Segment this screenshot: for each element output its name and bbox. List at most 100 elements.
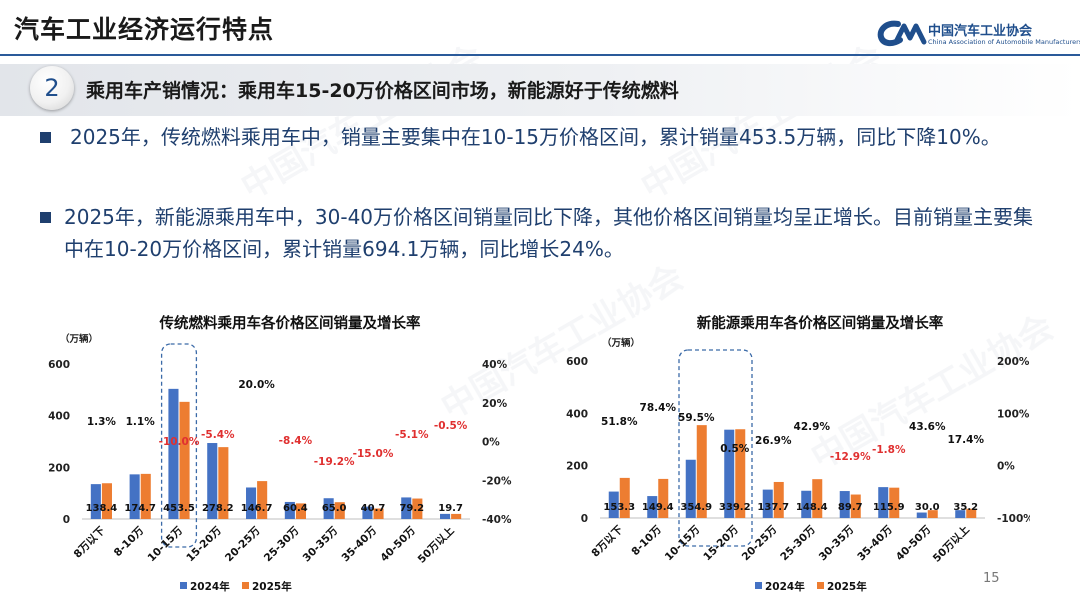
bar-2025 <box>412 498 423 519</box>
value-label: 35.2 <box>953 502 978 513</box>
category-label: 30-35万 <box>817 523 857 563</box>
growth-rate-label: 51.8% <box>601 416 638 428</box>
bar-2024 <box>608 491 619 518</box>
y2-tick-label: 0% <box>997 461 1015 473</box>
bar-2024 <box>878 487 889 518</box>
category-label: 20-25万 <box>740 523 780 563</box>
y-tick-label: 400 <box>566 408 588 420</box>
y-tick-label: 600 <box>566 356 588 368</box>
bar-2024 <box>362 506 373 519</box>
bar-2024 <box>129 474 140 519</box>
bullet-text: 2025年，传统燃料乘用车中，销量主要集中在10-15万价格区间，累计销量453… <box>70 125 1001 149</box>
y2-tick-label: 20% <box>482 398 508 410</box>
caam-logo-icon <box>877 20 927 47</box>
growth-rate-label: 78.4% <box>640 402 677 414</box>
bar-2024 <box>724 429 735 518</box>
value-label: 137.7 <box>757 502 789 513</box>
bar-2024 <box>284 501 295 519</box>
legend-swatch-2025 <box>242 582 249 589</box>
page-number: 15 <box>983 571 1000 586</box>
growth-rate-label: -1.8% <box>872 444 906 456</box>
category-label: 10-15万 <box>145 524 185 564</box>
category-label: 15-20万 <box>701 523 741 563</box>
bar-2025 <box>218 447 229 519</box>
section-banner <box>0 64 1080 116</box>
bar-2025 <box>334 502 345 519</box>
value-label: 19.7 <box>438 503 463 514</box>
bar-2025 <box>773 481 784 518</box>
growth-rate-label: -10.0% <box>159 436 200 448</box>
category-label: 8-10万 <box>112 524 147 559</box>
bar-2024 <box>246 487 257 519</box>
highlight-box <box>678 349 753 547</box>
growth-rate-label: 1.1% <box>126 416 156 428</box>
value-label: 115.9 <box>873 502 905 513</box>
category-label: 40-50万 <box>894 523 934 563</box>
legend-swatch-2024 <box>755 582 762 589</box>
legend-label-2025: 2025年 <box>827 580 867 593</box>
bar-2024 <box>323 498 334 519</box>
bullet-square-icon <box>40 212 51 223</box>
caam-logo: 中国汽车工业协会 China Association of Automobile… <box>876 18 1080 50</box>
y2-tick-label: 100% <box>997 408 1030 420</box>
growth-rate-label: 17.4% <box>948 434 985 446</box>
bar-2024 <box>440 513 451 519</box>
legend-label-2024: 2024年 <box>190 580 230 593</box>
growth-rate-label: -5.4% <box>201 429 235 441</box>
chart-traditional-fuel: 传统燃料乘用车各价格区间销量及增长率 （万辆） 600 400 200 0 40% 20% 0%… <box>48 314 512 593</box>
logo-name: 中国汽车工业协会 <box>928 24 1033 39</box>
highlight-box <box>160 343 198 548</box>
bar-2025 <box>257 481 268 519</box>
bar-2024 <box>168 388 179 519</box>
y2-tick-label: 40% <box>482 359 508 371</box>
bar-2025 <box>101 483 112 519</box>
category-label: 35-40万 <box>855 523 895 563</box>
growth-rate-label: 42.9% <box>794 421 831 433</box>
bullet-text: 2025年，新能源乘用车中，30-40万价格区间销量同比下降，其他价格区间销量均… <box>64 205 1034 261</box>
category-label: 40-50万 <box>378 524 418 564</box>
growth-rate-label: 59.5% <box>678 412 715 424</box>
y-axis-unit: （万辆） <box>602 337 640 349</box>
chart-title: 传统燃料乘用车各价格区间销量及增长率 <box>159 314 421 332</box>
y2-tick-label: -20% <box>482 475 512 487</box>
value-label: 354.9 <box>680 502 712 513</box>
category-label: 25-30万 <box>778 523 818 563</box>
bullet-item: 2025年，新能源乘用车中，30-40万价格区间销量同比下降，其他价格区间销量均… <box>40 201 1050 265</box>
bar-2025 <box>927 510 938 518</box>
value-label: 149.4 <box>642 502 674 513</box>
category-label: 10-15万 <box>663 523 703 563</box>
value-label: 339.2 <box>719 502 751 513</box>
y-tick-label: 0 <box>63 514 70 526</box>
bar-2025 <box>812 479 823 518</box>
bullet-item: 2025年，传统燃料乘用车中，销量主要集中在10-15万价格区间，累计销量453… <box>40 121 1050 153</box>
growth-rate-label: -19.2% <box>314 456 355 468</box>
category-label: 35-40万 <box>339 524 379 564</box>
category-label: 20-25万 <box>223 524 263 564</box>
bar-2025 <box>658 478 669 518</box>
y2-tick-label: 0% <box>482 437 500 449</box>
section-number: 2 <box>44 74 60 102</box>
category-label: 8万以下 <box>589 523 625 559</box>
growth-rate-label: -5.1% <box>395 429 429 441</box>
growth-rate-label: -0.5% <box>434 420 468 432</box>
category-label: 50万以上 <box>415 524 457 566</box>
bar-2025 <box>451 513 462 519</box>
value-label: 79.2 <box>399 503 424 514</box>
category-label: 25-30万 <box>262 524 302 564</box>
value-label: 174.7 <box>124 503 156 514</box>
bar-2025 <box>889 487 900 518</box>
bar-2025 <box>850 494 861 518</box>
y-tick-label: 0 <box>581 513 588 525</box>
legend-label-2024: 2024年 <box>765 580 805 593</box>
growth-rate-label: -15.0% <box>353 448 394 460</box>
chart-title: 新能源乘用车各价格区间销量及增长率 <box>697 314 944 332</box>
category-label: 50万以上 <box>930 523 972 565</box>
logo-name-en: China Association of Automobile Manufact… <box>928 38 1080 46</box>
section-number-badge <box>30 66 74 110</box>
section-heading: 乘用车产销情况：乘用车15-20万价格区间市场，新能源好于传统燃料 <box>86 80 679 102</box>
header-divider <box>0 54 1080 56</box>
bar-2025 <box>140 473 151 519</box>
bar-2025 <box>966 508 977 518</box>
growth-rate-label: 20.0% <box>238 379 275 391</box>
